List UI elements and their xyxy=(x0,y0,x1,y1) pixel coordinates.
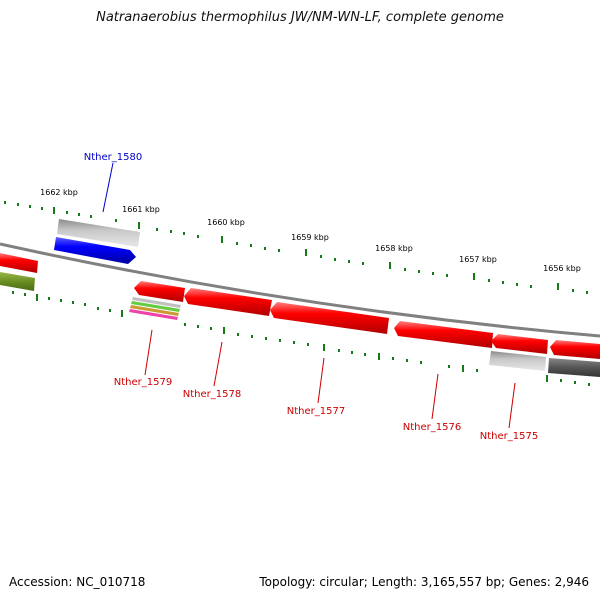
reverse-strand-genes xyxy=(129,281,600,377)
gene-forward-left-red[interactable] xyxy=(0,253,38,273)
gene-right-red[interactable] xyxy=(550,340,600,359)
genome-backbone xyxy=(0,242,600,338)
gene-label-nther-1580[interactable]: Nther_1580 xyxy=(84,152,142,163)
gene-red-small[interactable] xyxy=(134,281,185,302)
gene-grey-upper[interactable] xyxy=(57,219,140,247)
gene-nther-1579-multicolor[interactable] xyxy=(129,297,181,320)
tick-label-1661: 1661 kbp xyxy=(122,205,160,214)
gene-nther-1576[interactable] xyxy=(394,321,493,348)
gene-nther-1575-red[interactable] xyxy=(491,334,548,354)
tick-label-1656: 1656 kbp xyxy=(543,264,581,273)
tick-label-1660: 1660 kbp xyxy=(207,218,245,227)
gene-label-nther-1578[interactable]: Nther_1578 xyxy=(183,389,241,400)
gene-right-dark[interactable] xyxy=(548,358,600,377)
accession-text: Accession: NC_010718 xyxy=(9,575,146,589)
inner-ruler-dots xyxy=(12,291,590,386)
gene-nther-1580-blue[interactable] xyxy=(54,237,136,264)
gene-nther-1578[interactable] xyxy=(184,288,272,316)
tick-label-1659: 1659 kbp xyxy=(291,233,329,242)
gene-olive-left[interactable] xyxy=(0,272,35,291)
gene-label-nther-1576[interactable]: Nther_1576 xyxy=(403,422,461,433)
gene-nther-1577[interactable] xyxy=(270,302,389,334)
outer-ruler-major-ticks xyxy=(53,207,559,290)
gene-callout-lines xyxy=(102,162,516,429)
gene-label-nther-1579[interactable]: Nther_1579 xyxy=(114,377,172,388)
gene-label-nther-1577[interactable]: Nther_1577 xyxy=(287,406,345,417)
gene-label-nther-1575[interactable]: Nther_1575 xyxy=(480,431,538,442)
genome-summary-text: Topology: circular; Length: 3,165,557 bp… xyxy=(259,575,589,589)
inner-ruler-major-ticks xyxy=(36,294,548,382)
gene-nther-1575-grey[interactable] xyxy=(489,351,546,371)
forward-strand-genes xyxy=(0,219,140,291)
tick-label-1658: 1658 kbp xyxy=(375,244,413,253)
tick-label-1657: 1657 kbp xyxy=(459,255,497,264)
tick-label-1662: 1662 kbp xyxy=(40,188,78,197)
outer-ruler-dots xyxy=(4,201,588,294)
genome-title: Natranaerobius thermophilus JW/NM-WN-LF,… xyxy=(96,10,504,25)
